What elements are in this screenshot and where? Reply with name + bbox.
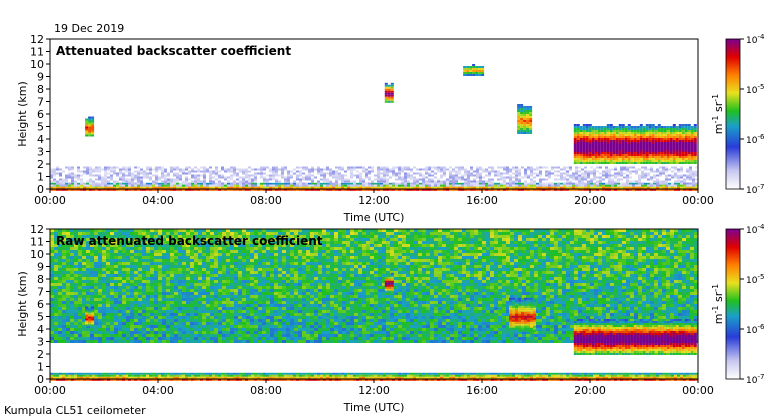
chart-title-top: Attenuated backscatter coefficient <box>56 44 291 58</box>
x-tick-label: 16:00 <box>466 384 498 397</box>
x-tick-label: 00:00 <box>34 194 66 207</box>
y-tick-label: 4 <box>37 323 44 336</box>
x-tick-label: 16:00 <box>466 194 498 207</box>
y-tick-label: 9 <box>37 261 44 274</box>
x-tick-label: 08:00 <box>250 384 282 397</box>
y-tick-label: 10 <box>30 248 44 261</box>
feature-cloud <box>384 82 394 103</box>
colorbar-tick-label: 10-6 <box>746 133 765 146</box>
y-tick-label: 5 <box>37 311 44 324</box>
y-tick-label: 2 <box>37 348 44 361</box>
y-tick-label: 7 <box>37 286 44 299</box>
x-tick-label: 04:00 <box>142 384 174 397</box>
y-tick-label: 8 <box>37 273 44 286</box>
colorbar-unit-top: m-1 sr-1 <box>711 94 726 134</box>
colorbar-tick-label: 10-6 <box>746 323 765 336</box>
feature-cloud <box>573 124 697 164</box>
colorbar-tick-label: 10-4 <box>746 223 765 236</box>
y-tick-label: 3 <box>37 336 44 349</box>
heatmap-top <box>50 64 698 191</box>
x-axis-bottom: 00:00 04:00 08:00 12:00 16:00 20:00 00:00 <box>34 379 714 397</box>
y-tick-label: 0 <box>37 373 44 386</box>
chart-title-bottom: Raw attenuated backscatter coefficient <box>56 234 323 248</box>
footer-label: Kumpula CL51 ceilometer <box>4 404 146 417</box>
x-tick-label: 08:00 <box>250 194 282 207</box>
colorbar-tick-label: 10-7 <box>746 183 764 196</box>
x-tick-label: 12:00 <box>358 194 390 207</box>
y-tick-label: 1 <box>37 171 44 184</box>
x-axis-label-top: Time (UTC) <box>343 211 405 224</box>
y-tick-label: 0 <box>37 183 44 196</box>
x-tick-label: 00:00 <box>34 384 66 397</box>
y-tick-label: 1 <box>37 361 44 374</box>
y-tick-label: 6 <box>37 108 44 121</box>
x-tick-label: 20:00 <box>574 384 606 397</box>
x-axis-top: 00:00 04:00 08:00 12:00 16:00 20:00 00:00 <box>34 189 714 207</box>
y-axis-label-bottom: Height (km) <box>16 271 29 337</box>
y-tick-label: 9 <box>37 71 44 84</box>
colorbar-ticks-bottom: 10-7 10-6 10-5 10-4 <box>740 223 765 386</box>
y-tick-label: 8 <box>37 83 44 96</box>
colorbar-tick-label: 10-7 <box>746 373 764 386</box>
x-tick-label: 12:00 <box>358 384 390 397</box>
y-tick-label: 7 <box>37 96 44 109</box>
colorbar-ticks-top: 10-7 10-6 10-5 10-4 <box>740 33 765 196</box>
date-label: 19 Dec 2019 <box>54 22 124 35</box>
colorbar-top <box>725 38 741 190</box>
colorbar-tick-label: 10-4 <box>746 33 765 46</box>
feature-surface-layer <box>50 372 698 381</box>
x-tick-label: 04:00 <box>142 194 174 207</box>
feature-cloud <box>517 104 533 134</box>
y-tick-label: 2 <box>37 158 44 171</box>
y-tick-label: 12 <box>30 33 44 46</box>
colorbar-unit-bottom: m-1 sr-1 <box>711 284 726 324</box>
x-axis-label-bottom: Time (UTC) <box>343 401 405 414</box>
x-tick-label: 20:00 <box>574 194 606 207</box>
y-tick-label: 11 <box>30 236 44 249</box>
x-tick-label: 00:00 <box>682 384 714 397</box>
y-tick-label: 3 <box>37 146 44 159</box>
y-tick-label: 6 <box>37 298 44 311</box>
colorbar-bottom <box>725 228 741 380</box>
feature-aerosol-haze <box>50 166 698 187</box>
y-tick-label: 10 <box>30 58 44 71</box>
feature-cloud <box>573 319 697 355</box>
y-tick-label: 12 <box>30 223 44 236</box>
heatmap-bottom <box>50 229 698 381</box>
y-tick-label: 11 <box>30 46 44 59</box>
feature-cloud <box>85 116 95 137</box>
y-axis-label-top: Height (km) <box>16 81 29 147</box>
feature-cloud <box>509 297 536 332</box>
feature-cloud <box>85 306 95 327</box>
colorbar-tick-label: 10-5 <box>746 273 764 286</box>
feature-cloud <box>384 272 394 293</box>
x-tick-label: 00:00 <box>682 194 714 207</box>
y-tick-label: 4 <box>37 133 44 146</box>
feature-cloud <box>463 64 485 76</box>
colorbar-tick-label: 10-5 <box>746 83 764 96</box>
y-tick-label: 5 <box>37 121 44 134</box>
